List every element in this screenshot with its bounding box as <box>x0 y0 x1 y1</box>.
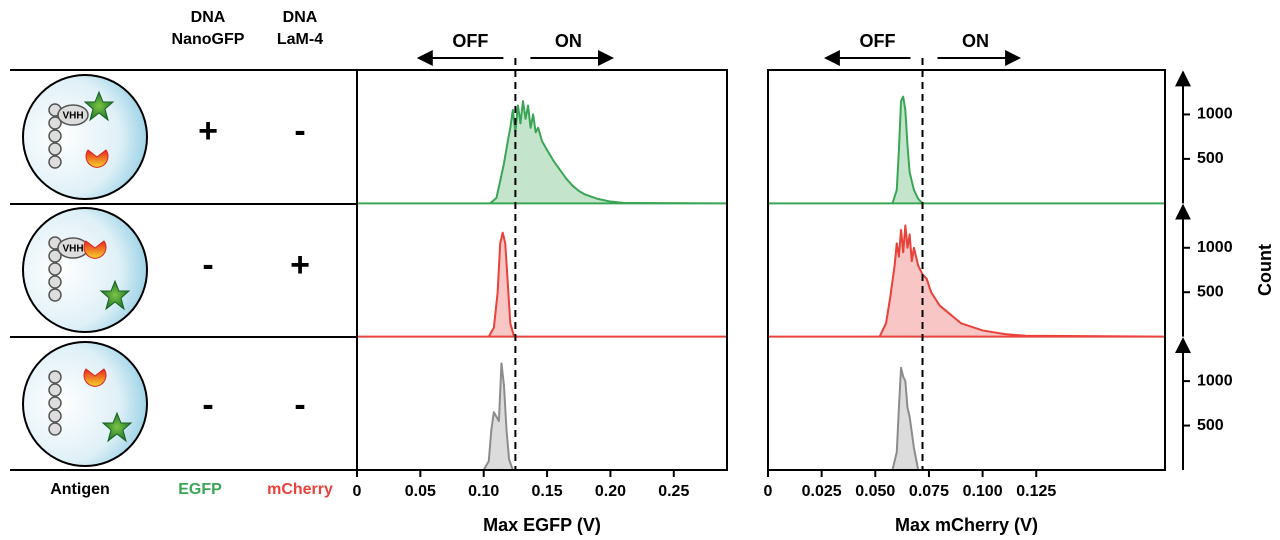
y-axis-label: Count <box>1255 244 1275 296</box>
histogram <box>356 231 728 338</box>
on-label: ON <box>962 31 989 51</box>
histogram <box>356 100 728 205</box>
on-label: ON <box>555 31 582 51</box>
vhh-label: VHH <box>62 111 83 122</box>
footer-label: EGFP <box>178 481 222 498</box>
x-tick-label: 0.15 <box>531 483 562 500</box>
footer-label: mCherry <box>267 481 333 498</box>
off-label: OFF <box>860 31 896 51</box>
x-axis-label: Max EGFP (V) <box>483 515 601 535</box>
x-tick-label: 0.25 <box>658 483 689 500</box>
sign: - <box>202 386 213 424</box>
sign: + <box>198 112 218 150</box>
x-tick-label: 0.20 <box>595 483 626 500</box>
y-tick-label: 500 <box>1197 283 1224 300</box>
header: NanoGFP <box>172 31 245 48</box>
y-tick-label: 500 <box>1197 150 1224 167</box>
y-tick-label: 1000 <box>1197 106 1233 123</box>
table-lines <box>10 69 357 471</box>
footer-label: Antigen <box>50 481 110 498</box>
histogram <box>767 366 1166 471</box>
x-tick-label: 0.025 <box>802 483 842 500</box>
x-tick-label: 0.125 <box>1016 483 1056 500</box>
y-tick-label: 500 <box>1197 417 1224 434</box>
header: DNA <box>191 9 226 26</box>
off-label: OFF <box>452 31 488 51</box>
vhh-label: VHH <box>62 244 83 255</box>
header: DNA <box>283 9 318 26</box>
y-tick-label: 1000 <box>1197 372 1233 389</box>
x-tick-label: 0.050 <box>855 483 895 500</box>
y-tick-label: 1000 <box>1197 239 1233 256</box>
x-tick-label: 0 <box>353 483 362 500</box>
x-tick-label: 0.10 <box>468 483 499 500</box>
sign: + <box>290 246 310 284</box>
sign: - <box>202 246 213 284</box>
panel-frame <box>767 69 1166 471</box>
histogram <box>767 95 1166 205</box>
header: LaM-4 <box>277 31 323 48</box>
sign: - <box>294 386 305 424</box>
x-tick-label: 0.05 <box>405 483 436 500</box>
sign: - <box>294 112 305 150</box>
histogram <box>767 224 1166 338</box>
x-tick-label: 0.100 <box>963 483 1003 500</box>
cell-icon <box>22 341 148 467</box>
panel-frame <box>356 69 728 471</box>
x-axis-label: Max mCherry (V) <box>895 515 1038 535</box>
cell-icon: VHH <box>22 207 148 333</box>
histogram <box>356 362 728 471</box>
x-tick-label: 0 <box>764 483 773 500</box>
x-tick-label: 0.075 <box>909 483 949 500</box>
cell-icon: VHH <box>22 74 148 200</box>
